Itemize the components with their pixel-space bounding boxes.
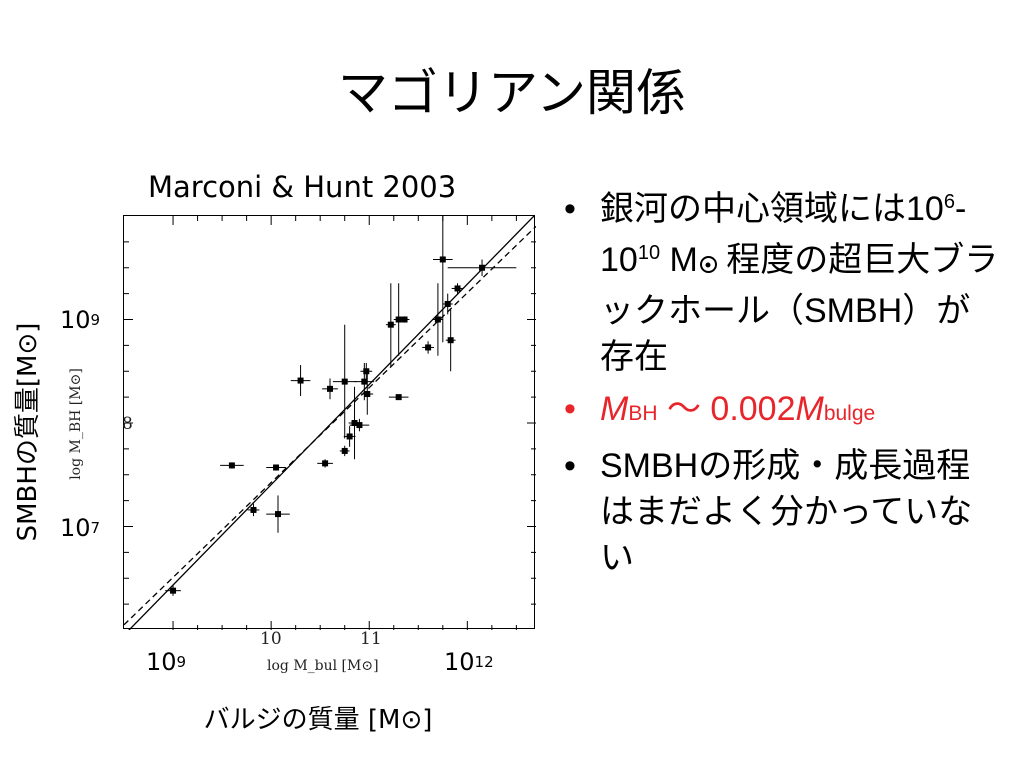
data-point (434, 316, 441, 323)
data-point (401, 316, 408, 323)
data-point (364, 391, 371, 398)
data-point (454, 285, 461, 292)
data-point (395, 394, 402, 401)
data-point (297, 377, 304, 384)
plot-caption: Marconi & Hunt 2003 (148, 170, 457, 204)
data-point (346, 433, 353, 440)
x-tick-high: 1012 (444, 648, 494, 676)
data-point (275, 511, 282, 518)
data-point (322, 460, 329, 467)
data-point (228, 462, 235, 469)
bullet-marker: • (564, 447, 576, 485)
bullet-item: • SMBHの形成・成長過程はまだよく分かっていない (560, 443, 1000, 581)
solar-mass-icon (699, 256, 717, 273)
data-point (351, 420, 358, 426)
y-tick-low: 107 (60, 514, 101, 542)
bullet-text: 6 (943, 191, 955, 213)
plot-frame: 8 10 11 (122, 215, 536, 649)
inner-y-label: log M_BH [M⊙] (68, 368, 84, 480)
bullet-marker: • (564, 390, 576, 428)
x-axis-label: バルジの質量 [M⊙] (203, 705, 433, 735)
inner-x-tick-10: 10 (260, 629, 282, 649)
bullet-item: • MBH ～ 0.002Mbulge (560, 386, 1000, 437)
bullet-text: 程度の超巨大ブラックホール（SMBH）が存在 (600, 241, 999, 376)
inner-x-label: log M_bul [M⊙] (267, 658, 379, 674)
data-point (439, 256, 446, 263)
bullet-text: 銀河の中心領域には10 (600, 190, 944, 228)
y-axis-label: SMBHの質量[M⊙] (13, 322, 43, 542)
fit-line-solid (128, 216, 535, 630)
bullet-text: BH (628, 402, 658, 425)
bullet-text: M (600, 390, 629, 428)
inner-y-tick: 8 (122, 414, 133, 434)
fit-line-dashed (124, 225, 536, 626)
bullet-marker: • (564, 190, 576, 228)
bullet-item: • 銀河の中心領域には106-1010 M 程度の超巨大ブラックホール（SMBH）… (560, 186, 1000, 380)
data-point (170, 587, 177, 594)
data-point (361, 378, 368, 385)
y-tick-high: 109 (60, 306, 101, 334)
bullet-text: ～ 0.002 (657, 390, 796, 428)
x-tick-low: 109 (146, 648, 187, 676)
data-point (425, 344, 432, 351)
data-point (341, 447, 348, 454)
bullet-text: bulge (823, 402, 876, 425)
data-point (387, 321, 394, 328)
data-point (447, 337, 454, 344)
data-point (356, 422, 363, 429)
bullet-text: M (795, 390, 824, 428)
data-point (363, 368, 370, 375)
data-point (273, 464, 280, 471)
data-point (479, 264, 486, 271)
slide-title: マゴリアン関係 (338, 64, 686, 122)
data-point (250, 506, 257, 513)
data-point (341, 378, 348, 385)
data-point (395, 316, 402, 323)
inner-x-tick-11: 11 (360, 629, 382, 649)
bullet-list: • 銀河の中心領域には106-1010 M 程度の超巨大ブラックホール（SMBH）… (560, 186, 1000, 587)
bullet-text: SMBHの形成・成長過程はまだよく分かっていない (600, 447, 973, 577)
bullet-text: M (660, 241, 698, 279)
bullet-text: -10 (600, 190, 967, 279)
data-point (444, 300, 451, 307)
bullet-text: 10 (637, 242, 661, 264)
data-point (327, 385, 333, 392)
scatter-plot (124, 216, 536, 630)
